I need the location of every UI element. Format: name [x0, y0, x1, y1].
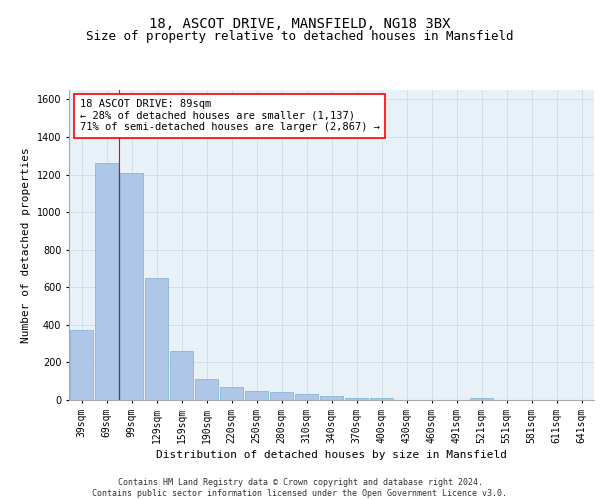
Bar — [120, 172, 143, 400]
Text: 18 ASCOT DRIVE: 89sqm
← 28% of detached houses are smaller (1,137)
71% of semi-d: 18 ASCOT DRIVE: 89sqm ← 28% of detached … — [79, 100, 380, 132]
Bar — [345, 398, 368, 400]
Bar — [220, 387, 243, 400]
Bar — [370, 398, 393, 400]
Bar — [145, 278, 168, 400]
Y-axis label: Number of detached properties: Number of detached properties — [21, 147, 31, 343]
Text: 18, ASCOT DRIVE, MANSFIELD, NG18 3BX: 18, ASCOT DRIVE, MANSFIELD, NG18 3BX — [149, 18, 451, 32]
Bar — [95, 164, 118, 400]
Bar — [270, 392, 293, 400]
Text: Contains HM Land Registry data © Crown copyright and database right 2024.
Contai: Contains HM Land Registry data © Crown c… — [92, 478, 508, 498]
Bar — [170, 351, 193, 400]
Bar — [320, 396, 343, 400]
Bar — [195, 380, 218, 400]
Text: Size of property relative to detached houses in Mansfield: Size of property relative to detached ho… — [86, 30, 514, 43]
Bar — [70, 330, 93, 400]
Bar — [245, 390, 268, 400]
Bar — [470, 398, 493, 400]
X-axis label: Distribution of detached houses by size in Mansfield: Distribution of detached houses by size … — [156, 450, 507, 460]
Bar — [295, 394, 318, 400]
